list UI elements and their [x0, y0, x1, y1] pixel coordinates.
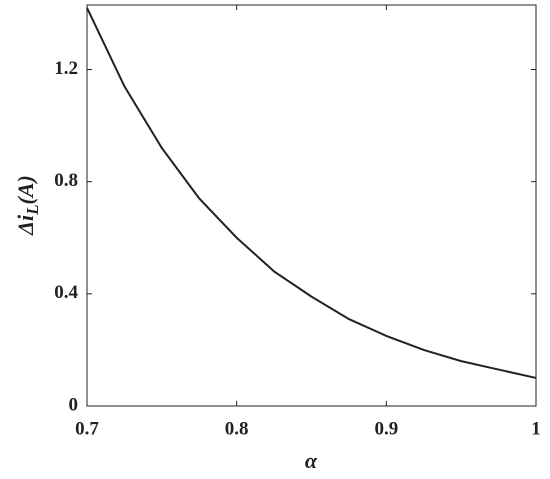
plot-frame [86, 4, 537, 407]
y-tick-label: 1.2 [54, 58, 78, 79]
x-tick-label: 0.9 [374, 418, 398, 439]
y-tick-label: 0 [69, 394, 79, 415]
x-tick-label: 0.8 [225, 418, 249, 439]
y-label-unit: (A) [13, 175, 38, 204]
y-label-main: Δi [13, 214, 38, 236]
line [86, 7, 537, 379]
y-tick-label: 0.4 [54, 282, 78, 303]
y-axis-label: ΔiL(A) [13, 175, 42, 236]
y-label-subscript: L [23, 205, 42, 216]
x-tick-label: 1 [531, 418, 541, 439]
x-tick-label: 0.7 [75, 418, 99, 439]
x-axis-label: α [305, 448, 318, 473]
y-tick-label: 0.8 [54, 170, 78, 191]
